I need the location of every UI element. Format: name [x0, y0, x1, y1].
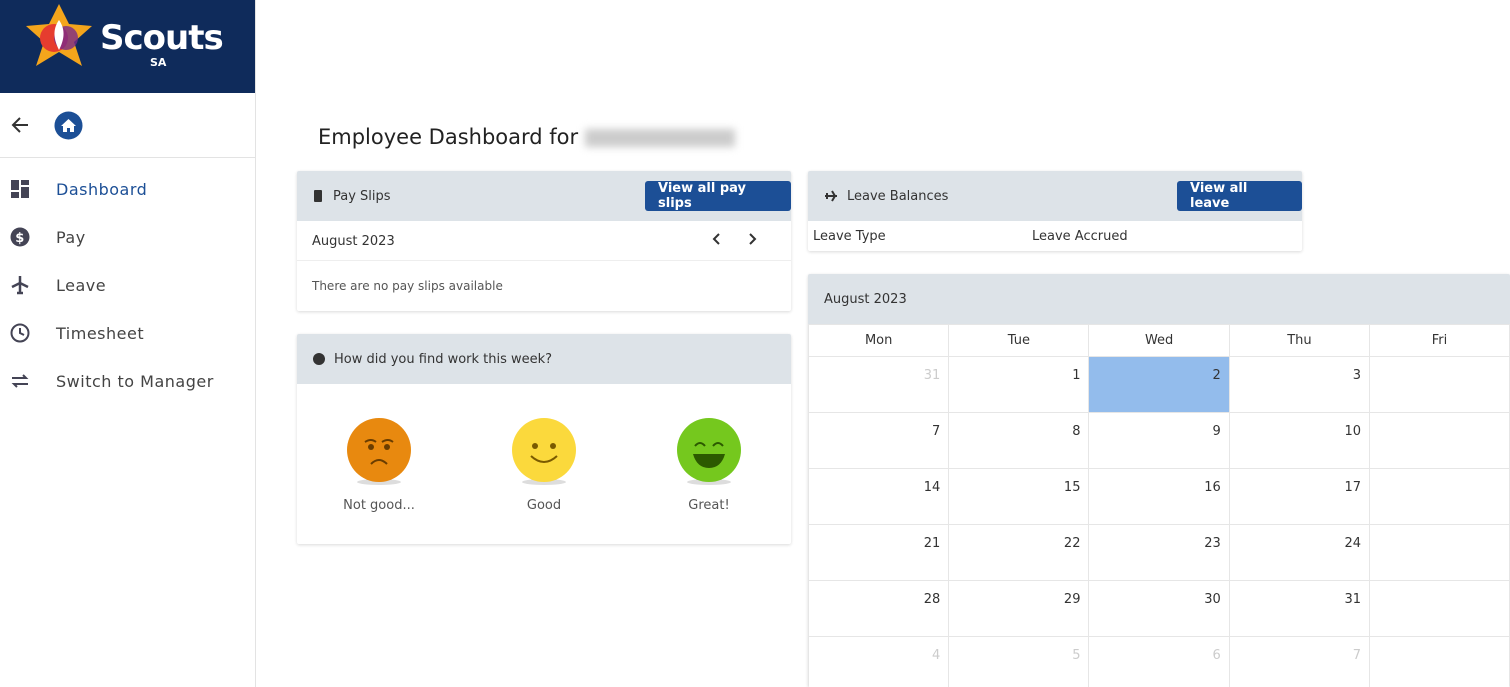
week-row: 31 1 2 3	[808, 356, 1510, 413]
mood-option[interactable]: Not good...	[339, 416, 419, 516]
mood-label: Good	[526, 498, 562, 513]
leave-card: Leave Balances View all leave Leave Type…	[808, 171, 1302, 251]
nav-item[interactable]: Switch to Manager	[0, 357, 255, 405]
day-cell[interactable]: 23	[1088, 524, 1230, 581]
nav-label: Leave	[56, 275, 107, 295]
day-cell	[1369, 636, 1510, 687]
day-cell	[1369, 524, 1510, 581]
calendar-card: August 2023 Mon Tue Wed Thu Fri 31 1 2 3 7 8 9 10 14 1…	[808, 274, 1510, 687]
calendar-grid: Mon Tue Wed Thu Fri 31 1 2 3 7 8 9 10 14 15 16 17 21 22 23 2…	[808, 324, 1510, 687]
nav-item[interactable]: Leave	[0, 261, 255, 309]
title-text: Employee Dashboard for	[318, 125, 579, 149]
mood-option[interactable]: Great!	[669, 416, 749, 516]
day-cell[interactable]: 7	[808, 412, 950, 469]
week-row: 7 8 9 10	[808, 412, 1510, 469]
day-cell[interactable]: 3	[1228, 356, 1371, 413]
day-cell[interactable]: 10	[1228, 412, 1371, 469]
card-title: Pay Slips	[333, 188, 391, 204]
pay-month: August 2023	[312, 234, 395, 249]
weekday: Tue	[948, 324, 1090, 357]
day-cell	[1369, 468, 1510, 525]
day-cell[interactable]: 31	[1228, 580, 1371, 637]
day-cell[interactable]: 5	[948, 636, 1090, 687]
weekday: Fri	[1369, 324, 1510, 357]
column-header: Leave Accrued	[1032, 229, 1128, 244]
day-cell[interactable]: 2	[1088, 356, 1230, 413]
brand-header: Scouts SA	[0, 0, 255, 93]
day-cell[interactable]: 4	[808, 636, 950, 687]
nav-item[interactable]: $ Pay	[0, 213, 255, 261]
calendar-month: August 2023	[824, 291, 907, 307]
day-cell[interactable]: 15	[948, 468, 1090, 525]
day-cell[interactable]: 22	[948, 524, 1090, 581]
nav-label: Switch to Manager	[56, 371, 214, 391]
day-cell[interactable]: 21	[808, 524, 950, 581]
mood-option[interactable]: Good	[504, 416, 584, 516]
month-arrows[interactable]	[707, 231, 767, 247]
pay-slips-card: Pay Slips View all pay slips August 2023…	[297, 171, 791, 311]
sidebar: Scouts SA Dashboard $ Pay Leave Timesheet Swi…	[0, 0, 256, 687]
nav-label: Dashboard	[56, 179, 148, 199]
svg-text:$: $	[15, 231, 25, 246]
day-cell[interactable]: 1	[948, 356, 1090, 413]
card-title: How did you find work this week?	[334, 351, 553, 367]
day-cell[interactable]: 8	[948, 412, 1090, 469]
day-cell[interactable]: 29	[948, 580, 1090, 637]
day-cell[interactable]: 7	[1228, 636, 1371, 687]
day-cell[interactable]: 30	[1088, 580, 1230, 637]
day-cell[interactable]: 6	[1088, 636, 1230, 687]
week-row: 14 15 16 17	[808, 468, 1510, 525]
view-leave-button[interactable]: View all leave	[1177, 181, 1302, 211]
page-title: Employee Dashboard for	[318, 125, 735, 149]
back-button[interactable]	[10, 115, 30, 135]
nav-item[interactable]: Timesheet	[0, 309, 255, 357]
column-header: Leave Type	[813, 229, 886, 244]
nav-item[interactable]: Dashboard	[0, 165, 255, 213]
view-pay-slips-button[interactable]: View all pay slips	[645, 181, 791, 211]
weekday-row: Mon Tue Wed Thu Fri	[808, 324, 1510, 357]
day-cell[interactable]: 31	[808, 356, 950, 413]
weekday: Wed	[1088, 324, 1230, 357]
day-cell	[1369, 356, 1510, 413]
card-title: Leave Balances	[847, 188, 949, 204]
day-cell[interactable]: 24	[1228, 524, 1371, 581]
week-row: 28 29 30 31	[808, 580, 1510, 637]
day-cell[interactable]: 14	[808, 468, 950, 525]
day-cell	[1369, 412, 1510, 469]
mood-label: Not good...	[343, 498, 415, 513]
home-button[interactable]	[54, 111, 83, 140]
brand-name: Scouts	[100, 18, 224, 58]
card-header: How did you find work this week?	[297, 334, 791, 384]
mood-card: How did you find work this week? Not goo…	[297, 334, 791, 544]
weekday: Thu	[1228, 324, 1371, 357]
calendar-header: August 2023	[808, 274, 1510, 324]
week-row: 21 22 23 24	[808, 524, 1510, 581]
logo-icon	[26, 4, 92, 66]
day-cell[interactable]: 28	[808, 580, 950, 637]
brand-region: SA	[150, 56, 167, 69]
blurred-name	[584, 129, 735, 147]
divider	[0, 157, 255, 158]
day-cell[interactable]: 16	[1088, 468, 1230, 525]
empty-message: There are no pay slips available	[312, 279, 503, 293]
day-cell[interactable]: 9	[1088, 412, 1230, 469]
nav-label: Timesheet	[56, 323, 145, 343]
mood-label: Great!	[688, 498, 730, 513]
day-cell	[1369, 580, 1510, 637]
weekday: Mon	[808, 324, 950, 357]
nav-label: Pay	[56, 227, 86, 247]
day-cell[interactable]: 17	[1228, 468, 1371, 525]
